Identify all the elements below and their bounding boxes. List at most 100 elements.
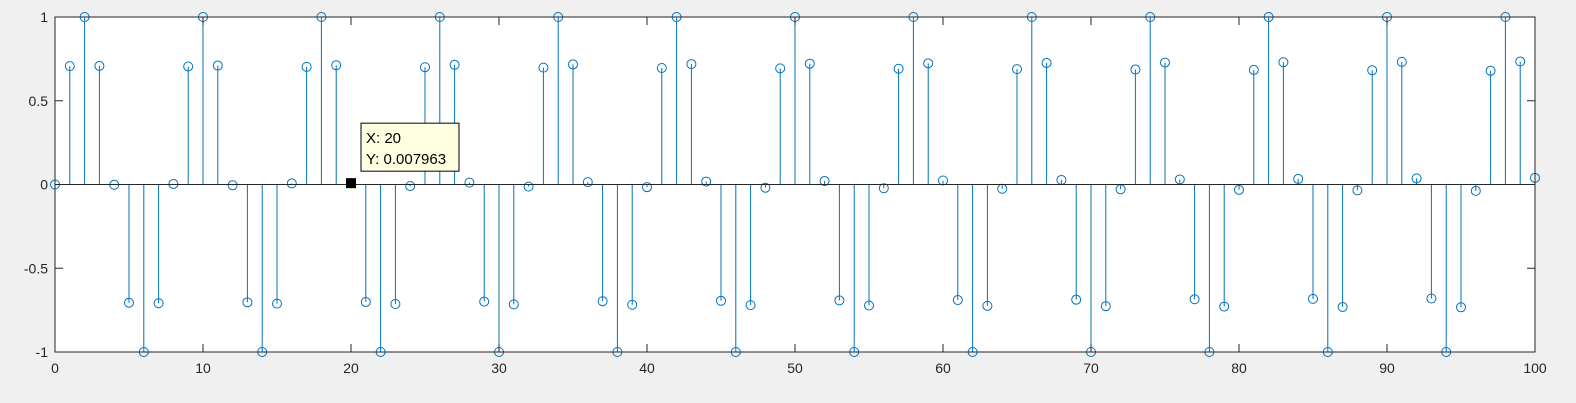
stem-91 [1396,56,1407,185]
stem-95 [1456,184,1466,313]
stem-marker [804,58,815,69]
stem-65 [1012,64,1022,185]
stem-49 [775,63,786,185]
stem-56 [878,183,889,194]
stem-marker [1426,293,1437,304]
stem-marker [1248,64,1259,75]
stem-1 [64,61,75,185]
y-tick-label: 1 [40,9,48,25]
x-tick-label: 90 [1379,360,1395,376]
stem-marker [775,63,786,74]
stem-marker [124,297,134,308]
stem-67 [1041,57,1052,185]
stem-marker [227,180,238,191]
data-tip[interactable]: X: 20 Y: 0.007963 [346,122,460,189]
stem-97 [1485,65,1496,185]
stem-marker [627,299,638,310]
stem-marker [168,178,179,189]
stem-marker [1367,65,1378,76]
data-tip-marker[interactable] [346,178,356,189]
stem-73 [1130,64,1141,185]
x-tick-label: 70 [1083,360,1099,376]
stem-47 [745,184,756,311]
stem-52 [819,176,830,187]
y-tick-label: -1 [36,344,49,360]
stem-marker [1100,301,1111,312]
data-tip-x-text: X: 20 [366,130,401,147]
stem-marker [1219,301,1230,312]
x-tick-label: 0 [51,360,59,376]
stem-marker [642,182,652,193]
axis-ticks: 0 10 20 30 40 50 60 70 80 90 100 -1 -0.5 0 0.5 1 [24,9,1547,376]
stem-marker [1293,173,1304,184]
stem-marker [893,63,904,74]
stem-11 [212,60,223,185]
stem-marker [952,295,963,306]
stem-84 [1293,173,1304,185]
stem-marker [538,62,549,73]
stem-marker [656,63,667,74]
stem-series [50,12,1540,357]
stem-7 [153,184,164,309]
stem-marker [153,298,164,309]
stem-marker [449,59,460,70]
stem-marker [1041,57,1052,68]
axes-box [54,16,1536,353]
x-tick-label: 80 [1231,360,1247,376]
stem-75 [1160,57,1170,185]
stem-marker [1337,301,1348,312]
stem-marker [1308,293,1318,304]
stem-marker [582,177,593,188]
y-tick-label: 0 [40,177,48,193]
stem-marker [1456,302,1466,313]
stem-9 [183,61,194,185]
stem-marker [1485,65,1496,76]
stem-marker [94,60,105,71]
stem-marker [716,295,726,306]
stem-69 [1071,184,1082,305]
stem-33 [538,62,549,185]
stem-marker [331,60,342,71]
stem-93 [1426,184,1437,304]
stem-48 [760,182,771,193]
stem-marker [1470,185,1481,196]
stem-marker [1515,56,1526,67]
x-tick-label: 10 [195,360,211,376]
stem-5 [124,184,134,308]
stem-83 [1278,57,1289,185]
stem-marker [242,297,253,308]
stem-96 [1470,184,1481,196]
y-tick-label: 0.5 [29,93,49,109]
stem-43 [686,59,697,185]
stem-marker [568,59,578,70]
stem-80 [1234,184,1244,195]
stem-marker [405,181,416,192]
stem-marker [523,181,534,192]
stem-marker [479,296,490,307]
stem-15 [272,184,282,309]
stem-13 [242,184,253,308]
stem-45 [716,184,726,306]
stem-63 [982,184,993,311]
stem-89 [1367,65,1378,185]
stem-marker [286,178,297,189]
stem-92 [1411,173,1422,185]
stem-marker [834,295,845,306]
stem-31 [508,184,519,310]
x-tick-label: 60 [935,360,951,376]
stem-76 [1174,174,1185,185]
stem-marker [1189,294,1200,305]
x-tick-label: 50 [787,360,803,376]
stem-17 [301,61,312,185]
stem-marker [1071,294,1082,305]
stem-87 [1337,184,1348,312]
stem-99 [1515,56,1526,185]
data-tip-box[interactable] [360,122,460,172]
stem-marker [464,177,475,188]
stem-marker [701,176,712,187]
stem-marker [864,300,874,311]
stem-39 [627,184,638,310]
stem-marker [878,183,889,194]
stem-marker [508,299,519,310]
